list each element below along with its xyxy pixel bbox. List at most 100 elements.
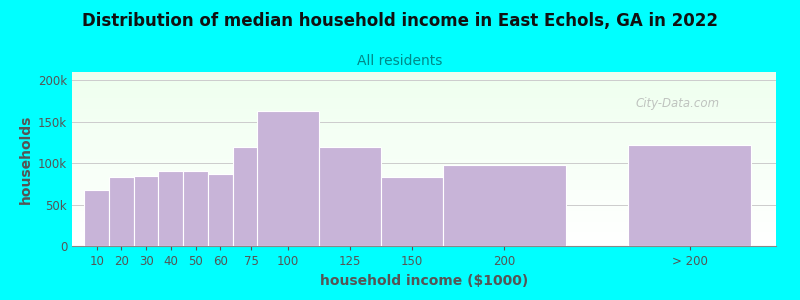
Bar xyxy=(72,79,776,81)
Bar xyxy=(72,88,776,89)
Bar xyxy=(72,131,776,133)
Bar xyxy=(72,241,776,242)
Bar xyxy=(72,194,776,196)
Bar xyxy=(72,142,776,143)
Bar xyxy=(72,211,776,213)
Bar xyxy=(72,224,776,225)
Bar xyxy=(72,94,776,96)
Bar xyxy=(72,148,776,150)
Bar xyxy=(72,84,776,86)
Bar xyxy=(72,109,776,110)
Bar xyxy=(72,138,776,140)
Bar xyxy=(442,165,566,246)
Bar xyxy=(628,145,751,246)
Bar xyxy=(208,174,233,246)
Bar xyxy=(72,128,776,129)
Bar xyxy=(72,236,776,237)
Bar xyxy=(72,143,776,145)
Bar xyxy=(72,182,776,183)
Bar xyxy=(72,135,776,137)
Bar xyxy=(72,208,776,209)
Bar xyxy=(381,177,442,246)
Bar xyxy=(72,202,776,204)
Bar xyxy=(72,227,776,229)
Bar xyxy=(72,86,776,88)
Bar xyxy=(72,187,776,189)
Bar xyxy=(72,161,776,163)
Bar xyxy=(72,213,776,215)
Bar xyxy=(72,163,776,164)
Bar xyxy=(72,126,776,128)
Bar xyxy=(72,76,776,77)
Bar xyxy=(72,178,776,180)
Bar xyxy=(72,180,776,182)
Bar xyxy=(72,98,776,100)
Bar xyxy=(72,107,776,109)
Bar xyxy=(319,147,381,246)
Bar xyxy=(72,176,776,178)
Bar xyxy=(72,152,776,154)
Bar xyxy=(72,190,776,192)
Bar xyxy=(72,237,776,239)
Bar xyxy=(233,147,270,246)
Bar xyxy=(72,169,776,171)
Bar xyxy=(72,157,776,159)
Bar xyxy=(72,183,776,185)
Bar xyxy=(258,111,319,246)
Bar xyxy=(72,175,776,176)
Bar xyxy=(72,119,776,121)
Bar xyxy=(72,110,776,112)
Bar xyxy=(72,140,776,142)
Bar xyxy=(72,239,776,241)
Bar xyxy=(72,189,776,190)
Bar xyxy=(72,147,776,148)
Bar xyxy=(84,190,109,246)
Bar xyxy=(72,173,776,175)
Bar xyxy=(72,232,776,234)
Text: All residents: All residents xyxy=(358,54,442,68)
Bar xyxy=(72,74,776,76)
Bar xyxy=(72,82,776,84)
Bar xyxy=(72,196,776,197)
Bar xyxy=(72,72,776,74)
Bar xyxy=(109,177,134,246)
Bar xyxy=(72,171,776,173)
Bar xyxy=(72,244,776,246)
Bar xyxy=(72,124,776,126)
Bar xyxy=(72,225,776,227)
Bar xyxy=(72,222,776,224)
Bar xyxy=(72,199,776,201)
Bar xyxy=(72,218,776,220)
Text: Distribution of median household income in East Echols, GA in 2022: Distribution of median household income … xyxy=(82,12,718,30)
Bar xyxy=(72,229,776,230)
Bar xyxy=(72,206,776,208)
Bar xyxy=(72,133,776,135)
Bar xyxy=(72,242,776,244)
Bar xyxy=(72,89,776,91)
Bar xyxy=(72,105,776,107)
Bar xyxy=(72,220,776,222)
Bar xyxy=(72,136,776,138)
Bar xyxy=(72,159,776,161)
X-axis label: household income ($1000): household income ($1000) xyxy=(320,274,528,288)
Bar xyxy=(72,112,776,114)
Bar xyxy=(183,171,208,246)
Bar xyxy=(72,116,776,117)
Bar xyxy=(72,185,776,187)
Bar xyxy=(72,103,776,105)
Bar xyxy=(72,77,776,79)
Bar xyxy=(72,166,776,168)
Bar xyxy=(72,81,776,82)
Bar xyxy=(72,192,776,194)
Bar xyxy=(72,216,776,218)
Y-axis label: households: households xyxy=(18,114,33,204)
Bar xyxy=(72,168,776,169)
Bar xyxy=(72,96,776,98)
Bar xyxy=(72,201,776,203)
Bar xyxy=(72,204,776,206)
Bar xyxy=(72,102,776,103)
Bar xyxy=(72,91,776,93)
Bar xyxy=(72,145,776,147)
Bar xyxy=(72,93,776,94)
Bar xyxy=(72,150,776,152)
